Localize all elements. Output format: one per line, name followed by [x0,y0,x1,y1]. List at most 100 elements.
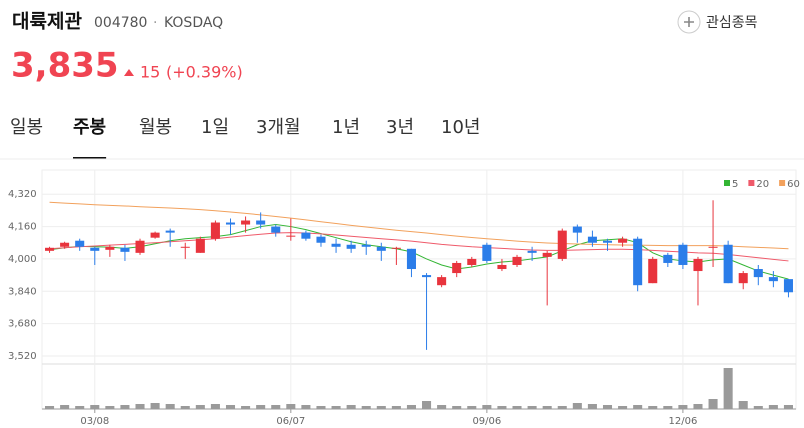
legend-swatch [724,180,730,186]
candle-body [663,254,673,263]
volume-bar [241,406,251,409]
candle-body [602,240,613,243]
legend-label: 20 [756,179,769,190]
y-tick-label: 3,680 [8,319,37,330]
volume-bar [150,403,160,409]
candle-body [105,246,115,250]
legend-swatch [779,180,786,186]
tab[interactable]: 10년 [441,117,480,138]
candle-body [542,252,552,257]
volume-bar [406,405,416,409]
candle-body [618,238,628,243]
legend-label: 60 [787,179,800,190]
candle-body [648,258,658,284]
volume-bar [135,404,145,409]
price: 3,835 [11,46,119,86]
volume-bar [422,401,432,409]
change-rate: (+0.39%) [166,63,243,82]
candle-body [376,246,386,251]
volume-bar [557,406,567,409]
candle-body [45,247,55,251]
candle-body [301,232,311,239]
ma-line [49,232,789,262]
candle-body [452,262,462,274]
candle-body [723,244,733,284]
volume-bar [391,406,401,409]
legend-label: 5 [732,179,738,190]
volume-bar [60,405,70,409]
volume-bar [286,404,296,409]
candle-body [587,236,597,243]
watch-label[interactable]: 관심종목 [706,15,758,31]
x-tick-label: 06/07 [276,416,305,427]
tab[interactable]: 3년 [386,117,414,138]
legend-swatch [748,180,755,186]
stock-code: 004780 [94,15,147,31]
candle-body [557,230,567,259]
candle-body [120,247,130,252]
volume-bar [120,405,130,409]
candle-body [90,247,100,251]
tabs: 일봉 주봉 월봉 1일 3개월 1년 3년 10년 [10,117,480,159]
x-tick-label: 12/06 [668,416,697,427]
y-tick-label: 4,320 [8,189,37,200]
candle-body [271,226,281,233]
volume-bar [301,405,311,409]
candle-body [482,244,492,261]
candle-body [738,273,748,284]
candle-body [316,236,326,243]
tab[interactable]: 주봉 [73,117,106,138]
volume-bar [105,406,115,409]
volume-bar [783,405,793,409]
candle-body [165,230,175,233]
volume-bar [467,406,477,409]
volume-bar [618,406,628,409]
volume-bar [527,406,537,409]
watch-button[interactable]: 관심종목 [677,10,758,34]
y-tick-label: 4,000 [8,254,37,265]
volume-bar [165,404,175,409]
volume-bar [376,406,386,409]
candle-body [708,246,718,248]
volume-bar [210,404,220,409]
y-tick-label: 4,160 [8,222,37,233]
volume-bar [90,405,100,409]
volume-bar [753,406,763,409]
y-tick-label: 3,840 [8,286,37,297]
candle-body [241,220,251,225]
candle-body [512,256,522,265]
candle-body [225,222,236,225]
volume-bar [708,399,718,409]
volume-bar [723,368,733,409]
candle-body [527,250,537,253]
candle-body [572,226,582,233]
volume-bar [195,405,205,409]
change: 15 [140,63,160,82]
volume-bar [75,406,85,409]
volume-bar [316,406,326,409]
volume-bar [768,405,778,409]
candle-body [406,248,416,270]
volume-bar [678,405,688,409]
candle-body [256,220,266,225]
candle-body [210,222,220,239]
tab[interactable]: 3개월 [256,117,301,138]
tab[interactable]: 1일 [201,117,229,138]
candle-body [346,244,356,249]
chart: 4,320 4,160 4,000 3,840 3,680 3,520 03/08 06/07… [8,169,800,427]
volume-bar [648,406,658,409]
tab[interactable]: 1년 [332,117,360,138]
volume-bar [346,405,356,409]
candle-body [678,244,688,265]
candle-body [195,238,205,253]
volume-bar [512,406,522,409]
volume-bar [693,404,703,409]
candle-body [150,232,160,238]
tab[interactable]: 일봉 [10,117,43,138]
volume-bar [45,406,55,409]
plus-icon[interactable] [684,17,694,27]
volume-bar [331,406,341,409]
volume-bar [572,403,582,409]
tab[interactable]: 월봉 [139,117,172,138]
candle-body [783,279,793,293]
